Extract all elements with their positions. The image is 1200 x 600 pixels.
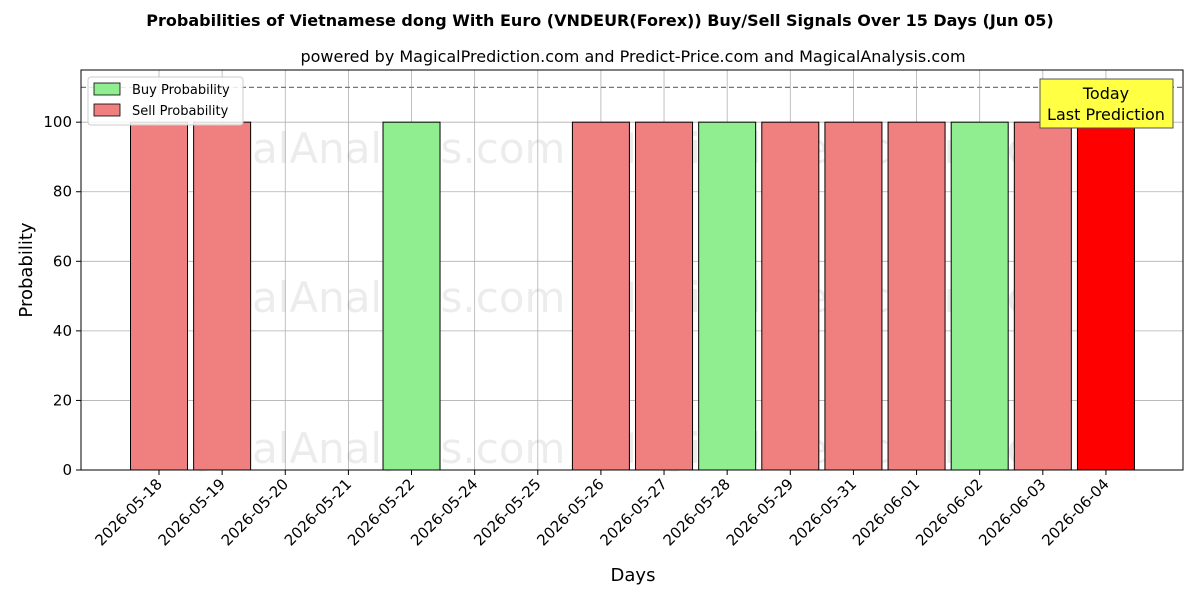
x-tick-label-2: 2026-05-20	[218, 475, 292, 549]
bar-2026-05-19	[193, 121, 252, 471]
legend-swatch-buy	[93, 82, 121, 96]
bar-2026-06-03	[1013, 121, 1072, 471]
x-axis-label: Days	[611, 565, 656, 586]
y-tick-label-1: 20	[53, 391, 72, 409]
bar-2026-05-29	[761, 121, 820, 471]
x-tick-label-11: 2026-05-31	[786, 475, 860, 549]
y-tick-label-3: 60	[53, 252, 72, 270]
legend-label-sell: Sell Probability	[132, 104, 229, 119]
x-tick-label-12: 2026-06-01	[849, 475, 923, 549]
x-tick-label-5: 2026-05-24	[407, 475, 481, 549]
bar-2026-05-26	[571, 121, 630, 471]
bar-2026-05-28	[698, 121, 757, 471]
legend-label-buy: Buy Probability	[132, 83, 230, 98]
chart-title: Probabilities of Vietnamese dong With Eu…	[146, 11, 1053, 30]
x-tick-label-14: 2026-06-03	[975, 475, 1049, 549]
y-tick-label-5: 100	[43, 113, 72, 131]
bar-2026-05-18	[130, 121, 188, 471]
bars	[130, 121, 1135, 471]
today-annotation-line1: Today	[1082, 84, 1129, 103]
x-tick-label-15: 2026-06-04	[1038, 475, 1112, 549]
plot-frame	[80, 69, 1184, 471]
today-annotation-line2: Last Prediction	[1047, 105, 1165, 124]
x-tick-label-9: 2026-05-28	[660, 475, 734, 549]
x-tick-label-4: 2026-05-22	[344, 475, 418, 549]
bar-2026-05-27	[635, 121, 694, 471]
today-annotation-box	[1039, 78, 1174, 129]
bar-2026-06-01	[887, 121, 946, 471]
x-tick-label-3: 2026-05-21	[281, 475, 355, 549]
x-tick-label-0: 2026-05-18	[91, 475, 165, 549]
x-tick-label-8: 2026-05-27	[596, 475, 670, 549]
x-tick-label-1: 2026-05-19	[155, 475, 229, 549]
y-axis-ticks: 0 20 40 60 80 100	[43, 113, 81, 479]
chart-subtitle: powered by MagicalPrediction.com and Pre…	[300, 47, 965, 66]
y-tick-label-2: 40	[53, 322, 72, 340]
bar-2026-06-02	[950, 121, 1009, 471]
legend: Buy Probability Sell Probability	[87, 76, 244, 126]
legend-swatch-sell	[93, 103, 121, 117]
y-axis-label: Probability	[16, 222, 37, 317]
y-tick-label-0: 0	[62, 461, 72, 479]
y-tick-label-4: 80	[53, 183, 72, 201]
legend-box	[87, 76, 244, 126]
x-tick-label-10: 2026-05-29	[723, 475, 797, 549]
bar-2026-05-22	[382, 121, 441, 471]
today-annotation: Today Last Prediction	[1039, 78, 1174, 129]
x-tick-label-7: 2026-05-26	[533, 475, 607, 549]
x-tick-label-13: 2026-06-02	[912, 475, 986, 549]
bar-2026-06-04	[1076, 121, 1135, 471]
x-axis-ticks: 2026-05-182026-05-192026-05-202026-05-21…	[91, 470, 1113, 549]
x-tick-label-6: 2026-05-25	[470, 475, 544, 549]
bar-2026-05-31	[824, 121, 883, 471]
